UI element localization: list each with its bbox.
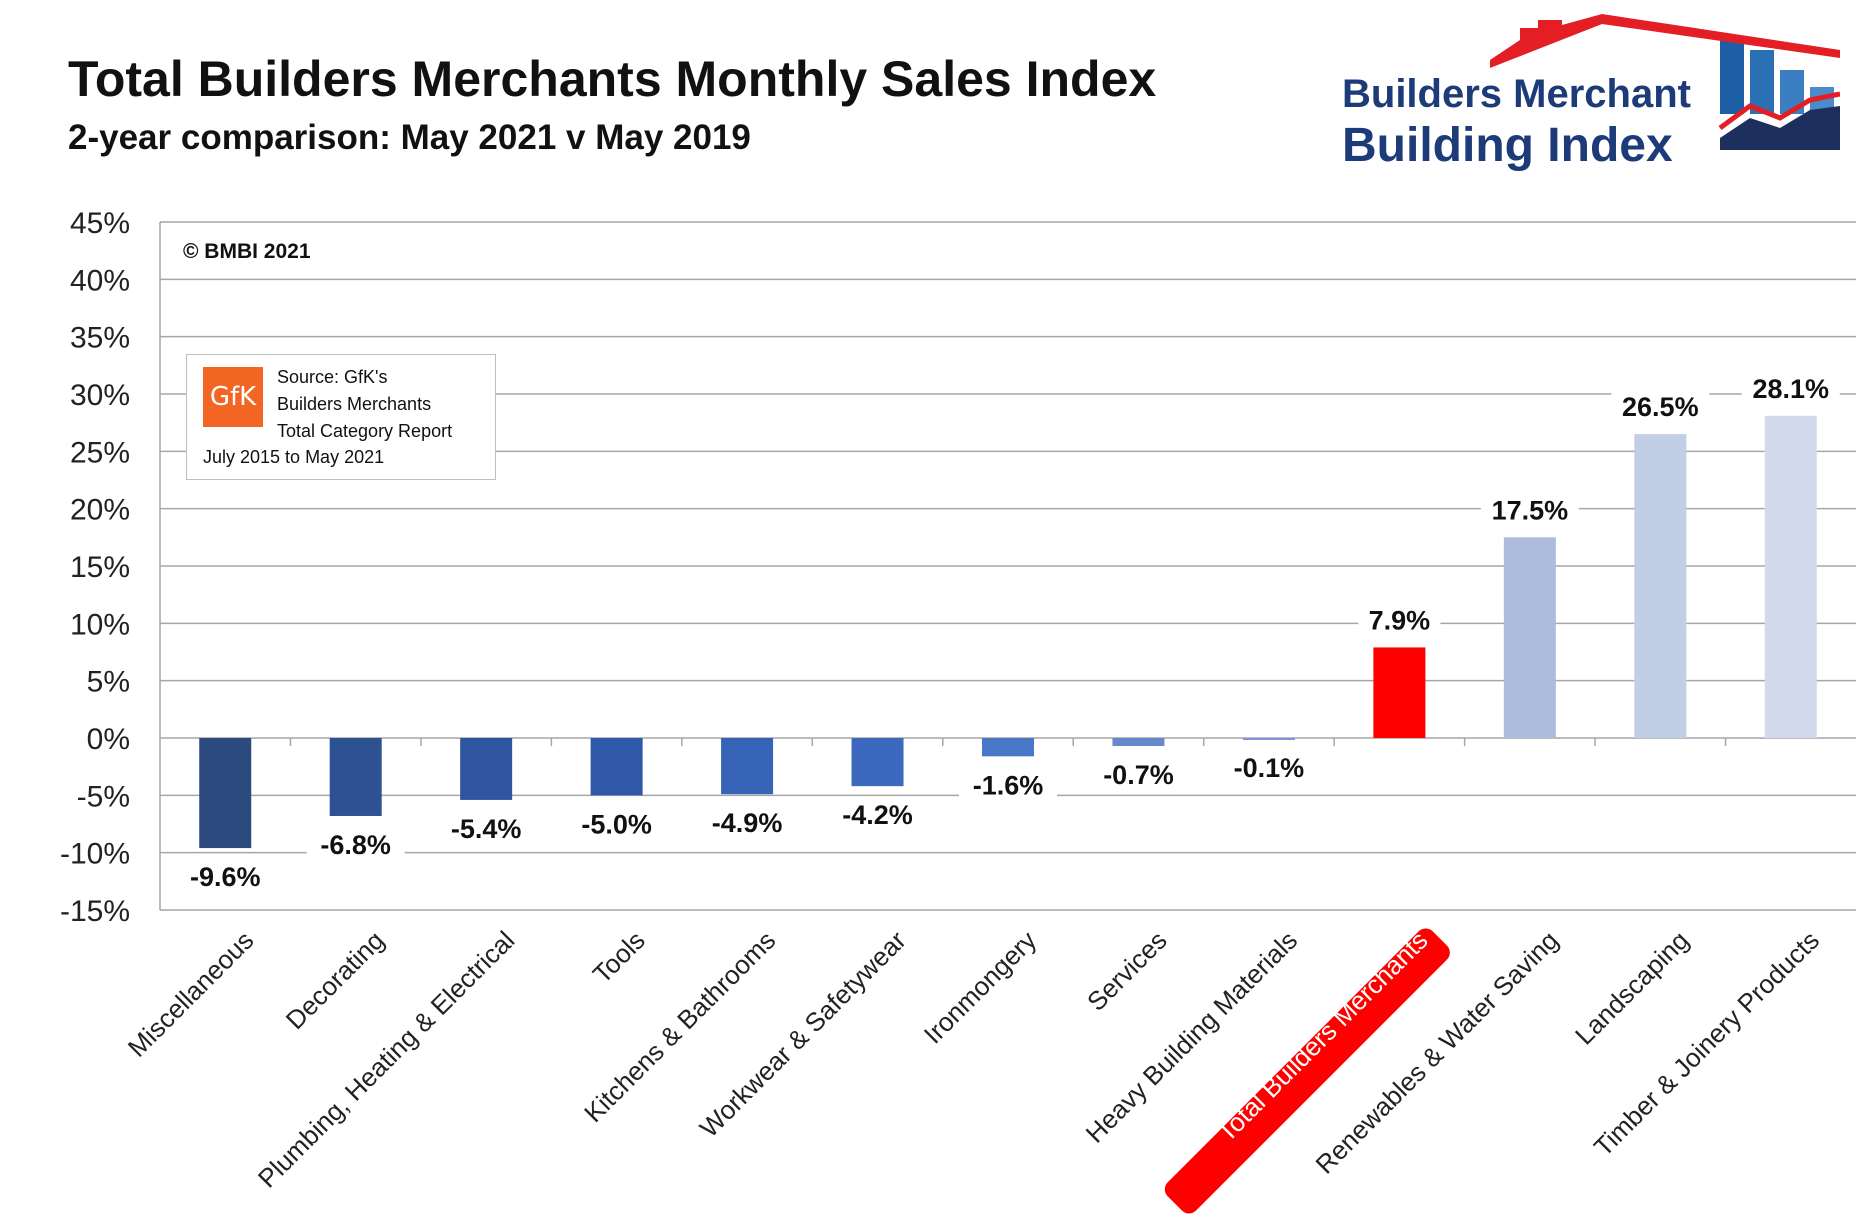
- data-label: -4.2%: [842, 800, 913, 830]
- category-label: Landscaping: [1569, 925, 1694, 1050]
- data-label: -0.7%: [1103, 760, 1174, 790]
- data-label-bg: [437, 810, 536, 847]
- gfk-logo-icon: GfK: [203, 367, 263, 427]
- data-label-bg: [306, 826, 405, 863]
- y-tick-label: -15%: [60, 895, 130, 928]
- source-line-1: Source: GfK's: [277, 367, 388, 387]
- category-label: Timber & Joinery Products: [1588, 925, 1825, 1162]
- chart-title: Total Builders Merchants Monthly Sales I…: [68, 51, 1157, 107]
- data-label: 7.9%: [1369, 605, 1431, 635]
- bar: [1242, 738, 1295, 740]
- category-label: Tools: [587, 925, 651, 989]
- chart-subtitle: 2-year comparison: May 2021 v May 2019: [68, 118, 751, 157]
- data-label: -6.8%: [320, 830, 391, 860]
- bar: [199, 738, 252, 849]
- y-tick-label: 35%: [70, 322, 130, 355]
- y-tick-label: 25%: [70, 436, 130, 469]
- logo-red-line: [1718, 91, 1840, 131]
- data-label-bg: [176, 859, 275, 896]
- y-tick-label: 5%: [87, 666, 130, 699]
- category-label: Decorating: [280, 925, 390, 1035]
- logo-text-line1: Builders Merchant: [1342, 72, 1691, 116]
- logo-wave: [1720, 106, 1840, 150]
- category-label: Plumbing, Heating & Electrical: [252, 925, 521, 1194]
- bar: [982, 738, 1034, 757]
- bar: [1373, 647, 1426, 738]
- y-tick-label: 40%: [70, 264, 130, 297]
- data-label-bg: [698, 805, 797, 842]
- data-label-bg: [1611, 389, 1710, 426]
- logo-roof: [1490, 14, 1840, 68]
- data-label: -5.4%: [451, 814, 522, 844]
- logo-bar-2: [1750, 50, 1774, 114]
- data-label: 28.1%: [1752, 374, 1829, 404]
- category-label: Services: [1081, 925, 1173, 1017]
- source-line-4: July 2015 to May 2021: [203, 447, 385, 467]
- copyright-notice: © BMBI 2021: [183, 240, 311, 263]
- data-label-bg: [1741, 370, 1840, 407]
- data-label-bg: [828, 797, 927, 834]
- data-label: -0.1%: [1234, 753, 1305, 783]
- y-tick-label: 30%: [70, 379, 130, 412]
- logo-text-line2: Building Index: [1342, 119, 1673, 172]
- y-tick-label: -10%: [60, 838, 130, 871]
- category-label: Miscellaneous: [122, 925, 260, 1063]
- data-label-bg: [567, 806, 666, 843]
- bar: [1503, 537, 1556, 738]
- data-label: 26.5%: [1622, 392, 1699, 422]
- bar: [590, 738, 643, 796]
- data-label-bg: [1358, 602, 1441, 639]
- logo-bar-1: [1720, 38, 1744, 114]
- data-label: -4.9%: [712, 808, 783, 838]
- data-label-bg: [1219, 750, 1318, 787]
- bar: [1112, 738, 1165, 747]
- bar: [329, 738, 382, 816]
- y-tick-label: 0%: [87, 723, 130, 756]
- bar: [460, 738, 513, 800]
- bar: [851, 738, 904, 787]
- y-tick-label: 45%: [70, 207, 130, 240]
- y-tick-label: 20%: [70, 494, 130, 527]
- source-line-3: Total Category Report: [277, 421, 453, 441]
- source-line-2: Builders Merchants: [277, 394, 432, 414]
- y-tick-label: -5%: [77, 780, 130, 813]
- data-label: -1.6%: [973, 770, 1044, 800]
- bmbi-logo-graphic: [1490, 14, 1840, 150]
- bar: [1764, 415, 1817, 738]
- category-label: Total Builders Merchants: [1211, 925, 1434, 1148]
- data-label-bg: [1089, 757, 1188, 794]
- bar: [1634, 434, 1687, 738]
- data-label-bg: [959, 767, 1057, 804]
- data-label-bg: [1480, 492, 1579, 529]
- bar: [721, 738, 774, 795]
- data-label: -9.6%: [190, 862, 261, 892]
- data-label: 17.5%: [1492, 495, 1569, 525]
- data-label: -5.0%: [581, 809, 652, 839]
- y-tick-label: 10%: [70, 608, 130, 641]
- highlight-label-bg: [1164, 928, 1450, 1214]
- source-box: GfK Source: GfK's Builders Merchants Tot…: [186, 354, 496, 480]
- category-label: Ironmongery: [918, 925, 1042, 1049]
- y-tick-label: 15%: [70, 551, 130, 584]
